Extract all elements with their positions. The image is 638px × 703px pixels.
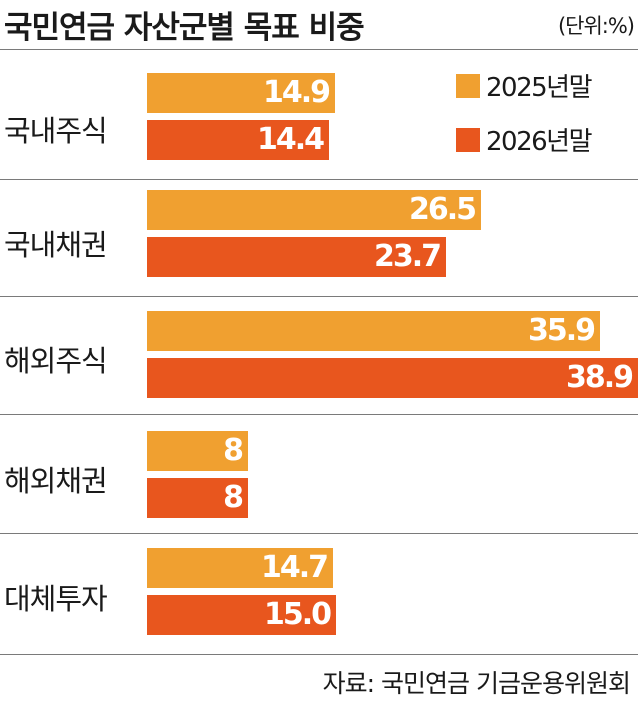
bar-value-label: 14.4	[256, 122, 325, 157]
category-label: 대체투자	[4, 582, 108, 616]
legend-label-2025: 2025년말	[486, 73, 593, 103]
bar-2025: 8	[147, 431, 248, 471]
legend-swatch-2026	[456, 128, 480, 152]
bar-value-label: 8	[223, 433, 244, 468]
bar-value-label: 26.5	[408, 192, 477, 227]
bar-value-label: 35.9	[527, 313, 596, 348]
bar-2025: 14.7	[147, 548, 333, 588]
chart-title: 국민연금 자산군별 목표 비중	[4, 10, 365, 46]
legend-item-2025: 2025년말	[456, 64, 636, 104]
bar-2026: 38.9	[147, 358, 638, 398]
bar-value-label: 23.7	[373, 239, 442, 274]
legend-item-2026: 2026년말	[456, 118, 636, 158]
bar-2025: 14.9	[147, 73, 335, 113]
bar-2026: 15.0	[147, 595, 336, 635]
bar-value-label: 15.0	[263, 597, 332, 632]
bar-value-label: 38.9	[565, 360, 634, 395]
legend-label-2026: 2026년말	[486, 127, 593, 157]
bar-2026: 23.7	[147, 237, 446, 277]
bar-value-label: 14.7	[260, 550, 329, 585]
bar-2026: 8	[147, 478, 248, 518]
divider-top	[0, 49, 638, 50]
divider	[0, 179, 638, 180]
category-label: 해외채권	[4, 464, 108, 498]
bar-2025: 35.9	[147, 311, 600, 351]
divider	[0, 414, 638, 415]
divider-bottom	[0, 654, 638, 655]
category-label: 국내채권	[4, 228, 108, 262]
legend-swatch-2025	[456, 74, 480, 98]
bar-2025: 26.5	[147, 190, 481, 230]
source-note: 자료: 국민연금 기금운용위원회	[322, 669, 631, 698]
divider	[0, 296, 638, 297]
divider	[0, 533, 638, 534]
category-label: 해외주식	[4, 344, 108, 378]
bar-2026: 14.4	[147, 120, 329, 160]
unit-label: (단위:%)	[557, 14, 635, 38]
bar-value-label: 8	[223, 480, 244, 515]
category-label: 국내주식	[4, 114, 108, 148]
bar-value-label: 14.9	[262, 75, 331, 110]
